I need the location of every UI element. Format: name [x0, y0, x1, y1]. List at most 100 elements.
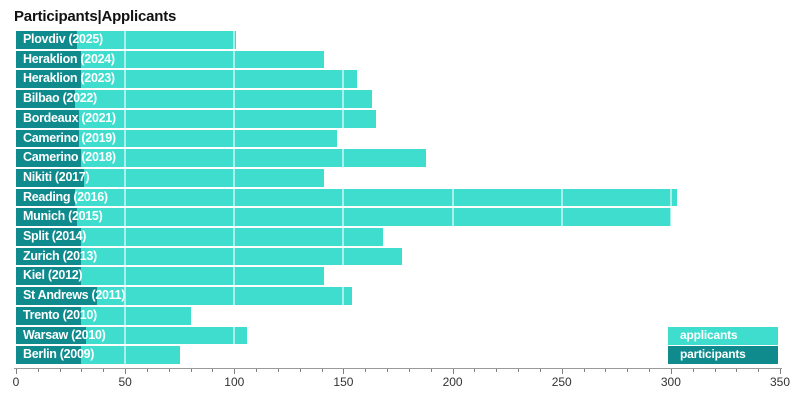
bar-label: Zurich (2013)	[23, 248, 97, 263]
gridline	[779, 31, 781, 364]
x-axis-tick	[583, 369, 585, 372]
x-axis-tick	[649, 369, 651, 372]
x-axis-tick	[496, 369, 498, 372]
x-axis-tick	[518, 369, 520, 372]
gridline	[124, 31, 127, 364]
x-axis-tick-label: 50	[118, 375, 132, 389]
bar-participants	[16, 70, 82, 89]
x-axis-tick	[81, 369, 83, 372]
bar-applicants	[16, 50, 324, 69]
x-axis-tick	[321, 369, 323, 372]
bar-label: Bilbao (2022)	[23, 91, 97, 106]
chart-title: Participants|Applicants	[14, 8, 177, 25]
bar-participants	[16, 306, 82, 325]
bar-participants	[16, 129, 80, 148]
bar-applicants	[16, 267, 324, 286]
x-axis-tick	[539, 369, 541, 372]
bar-applicants	[16, 188, 678, 207]
x-axis-tick	[365, 369, 367, 372]
bar-label: Reading (2016)	[23, 189, 108, 204]
x-axis-tick	[37, 369, 39, 372]
x-axis-tick	[103, 369, 105, 372]
x-axis-tick	[692, 369, 694, 372]
bar-label: Plovdiv (2025)	[23, 32, 103, 46]
x-axis-tick	[168, 369, 170, 372]
bar-participants	[16, 287, 97, 305]
bar-label: Kiel (2012)	[23, 268, 83, 283]
x-axis-tick	[452, 369, 454, 374]
gridline	[233, 31, 236, 364]
bar-label: Trento (2010)	[23, 307, 97, 322]
x-axis-tick-label: 200	[442, 375, 463, 389]
x-axis-tick	[387, 369, 389, 372]
x-axis-tick	[605, 369, 607, 372]
bar-label: Berlin (2009)	[23, 347, 95, 362]
bar-participants	[16, 267, 82, 286]
bar-participants	[16, 188, 75, 207]
x-axis-tick	[714, 369, 716, 372]
bar-applicants	[16, 168, 324, 187]
bar-label: Munich (2015)	[23, 209, 103, 224]
bar-label: Heraklion (2023)	[23, 71, 115, 86]
bar-label: St Andrews (2011)	[23, 288, 126, 303]
x-axis-tick	[146, 369, 148, 372]
x-axis-tick	[670, 369, 672, 374]
gridline	[342, 31, 345, 364]
bar-applicants	[16, 149, 427, 167]
x-axis-tick	[758, 369, 760, 372]
bar-participants	[16, 50, 82, 69]
x-axis-tick-label: 300	[660, 375, 681, 389]
x-axis-tick	[125, 369, 127, 374]
bar-label: Split (2014)	[23, 229, 87, 243]
bar-label: Warsaw (2010)	[23, 327, 106, 342]
bar-participants	[16, 109, 80, 128]
legend-label-applicants: applicants	[680, 328, 738, 342]
bar-label: Heraklion (2024)	[23, 51, 115, 66]
bar-label: Bordeaux (2021)	[23, 110, 116, 125]
x-axis-tick	[474, 369, 476, 372]
bar-participants	[16, 149, 82, 167]
bar-applicants	[16, 247, 403, 266]
x-axis-tick	[627, 369, 629, 372]
x-axis-tick	[299, 369, 301, 372]
bar-participants	[16, 31, 78, 49]
bar-applicants	[16, 70, 357, 89]
x-axis-tick	[408, 369, 410, 372]
bar-participants	[16, 228, 82, 246]
x-axis-tick	[234, 369, 236, 374]
bar-participants	[16, 326, 86, 345]
x-axis-tick-label: 250	[551, 375, 572, 389]
bar-participants	[16, 208, 78, 227]
x-axis-line	[14, 368, 782, 369]
bar-applicants	[16, 90, 372, 108]
gridline	[669, 31, 672, 364]
legend-item-participants: participants	[668, 346, 778, 365]
bar-applicants	[16, 109, 377, 128]
bar-participants	[16, 168, 84, 187]
x-axis-tick	[736, 369, 738, 372]
bar-label: Camerino (2019)	[23, 130, 116, 145]
gridline	[560, 31, 563, 364]
bar-participants	[16, 346, 82, 364]
bar-label: Nikiti (2017)	[23, 169, 90, 184]
legend-item-applicants: applicants	[668, 327, 778, 345]
x-axis-tick-label: 0	[12, 375, 20, 389]
gridline	[451, 31, 454, 364]
x-axis-tick	[16, 369, 17, 374]
x-axis-tick-label: 350	[769, 375, 791, 389]
bar-label: Camerino (2018)	[23, 150, 116, 165]
bar-participants	[16, 90, 75, 108]
bar-applicants	[16, 228, 383, 246]
x-axis-tick	[780, 369, 781, 374]
x-axis-tick	[212, 369, 214, 372]
x-axis-tick	[343, 369, 345, 374]
x-axis-tick	[561, 369, 563, 374]
x-axis-tick-label: 100	[224, 375, 245, 389]
bar-participants	[16, 247, 82, 266]
x-axis-tick	[430, 369, 432, 372]
x-axis-tick	[256, 369, 258, 372]
x-axis-tick	[277, 369, 279, 372]
bar-applicants	[16, 129, 337, 148]
x-axis-tick-label: 150	[333, 375, 354, 389]
